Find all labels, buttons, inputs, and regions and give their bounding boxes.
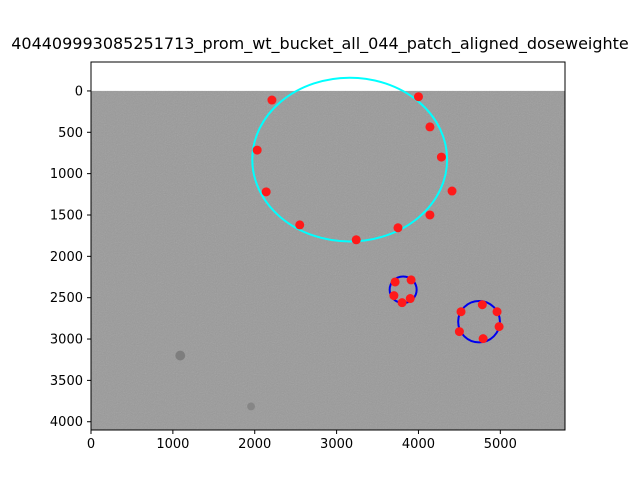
scatter-point <box>406 275 416 285</box>
fit-ellipse <box>251 76 449 243</box>
scatter-point <box>456 307 466 317</box>
scatter-point <box>267 95 277 105</box>
gray-blob <box>175 350 186 361</box>
scatter-point <box>447 186 457 196</box>
y-tick-label: 2000 <box>50 250 83 265</box>
scatter-point <box>252 145 262 155</box>
y-tick-label: 0 <box>75 84 83 99</box>
scatter-point <box>413 92 423 102</box>
gray-blob <box>247 402 255 411</box>
y-tick-label: 4000 <box>50 415 83 430</box>
scatter-point <box>261 187 271 197</box>
x-tick-label: 0 <box>87 437 95 452</box>
fit-ellipse <box>457 299 501 344</box>
scatter-point <box>436 152 446 162</box>
scatter-point <box>494 322 504 332</box>
x-tick-label: 2000 <box>238 437 271 452</box>
y-tick-label: 500 <box>58 126 83 141</box>
y-tick-label: 1000 <box>50 167 83 182</box>
x-tick-label: 4000 <box>402 437 435 452</box>
scatter-point <box>397 298 407 308</box>
scatter-point <box>405 294 415 304</box>
x-tick-label: 3000 <box>320 437 353 452</box>
scatter-point <box>478 334 488 344</box>
scatter-point <box>393 223 403 233</box>
x-tick-label: 1000 <box>156 437 189 452</box>
scatter-point <box>454 327 464 337</box>
scatter-point <box>492 307 502 317</box>
noise-overlay <box>91 90 565 430</box>
axes-border <box>90 61 566 431</box>
scatter-point <box>389 291 399 301</box>
y-tick-label: 3000 <box>50 333 83 348</box>
scatter-point <box>425 210 435 220</box>
x-tick-label: 5000 <box>484 437 517 452</box>
y-tick-label: 3500 <box>50 374 83 389</box>
scatter-point <box>295 220 305 230</box>
scatter-point <box>390 277 400 287</box>
y-tick-label: 2500 <box>50 291 83 306</box>
y-tick-label: 1500 <box>50 208 83 223</box>
plot-title: 404409993085251713_prom_wt_bucket_all_04… <box>11 34 629 53</box>
scatter-point <box>477 300 487 310</box>
scatter-point <box>425 122 435 132</box>
scatter-point <box>351 235 361 245</box>
